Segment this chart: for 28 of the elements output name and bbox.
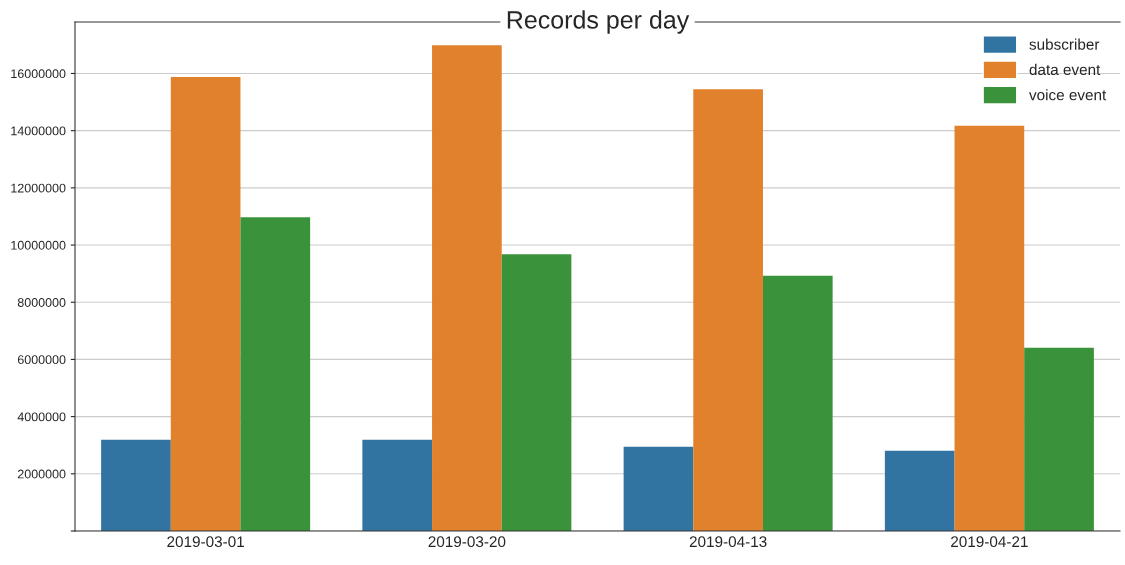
y-tick-label: 14000000 bbox=[11, 126, 66, 136]
bar bbox=[170, 76, 241, 531]
x-tick-label: 2019-03-01 bbox=[167, 536, 244, 548]
x-tick-label: 2019-04-21 bbox=[951, 536, 1028, 548]
legend-label: voice event bbox=[1029, 89, 1107, 101]
bar bbox=[693, 89, 763, 531]
x-tick-label: 2019-03-20 bbox=[428, 536, 506, 548]
y-tick-label: 4000000 bbox=[17, 412, 66, 422]
bar bbox=[954, 125, 1025, 531]
x-tick-label: 2019-04-13 bbox=[689, 536, 767, 548]
bar bbox=[101, 439, 171, 531]
chart-title: Records per day bbox=[507, 10, 690, 34]
legend-label: data event bbox=[1029, 63, 1101, 76]
bar bbox=[762, 275, 833, 531]
y-tick-label: 10000000 bbox=[11, 240, 66, 250]
y-tick-label: 8000000 bbox=[17, 298, 66, 307]
bar bbox=[362, 439, 433, 531]
bar bbox=[432, 45, 502, 531]
y-tick-label: 16000000 bbox=[11, 69, 66, 79]
bar bbox=[501, 254, 572, 531]
bar bbox=[623, 446, 694, 531]
bar bbox=[1024, 347, 1094, 531]
bar bbox=[884, 450, 955, 531]
legend-label: subscriber bbox=[1029, 38, 1100, 50]
y-tick-label: 2000000 bbox=[17, 469, 66, 479]
bar bbox=[240, 217, 311, 531]
y-tick-label: 12000000 bbox=[11, 183, 66, 193]
y-tick-label: 6000000 bbox=[17, 355, 66, 365]
